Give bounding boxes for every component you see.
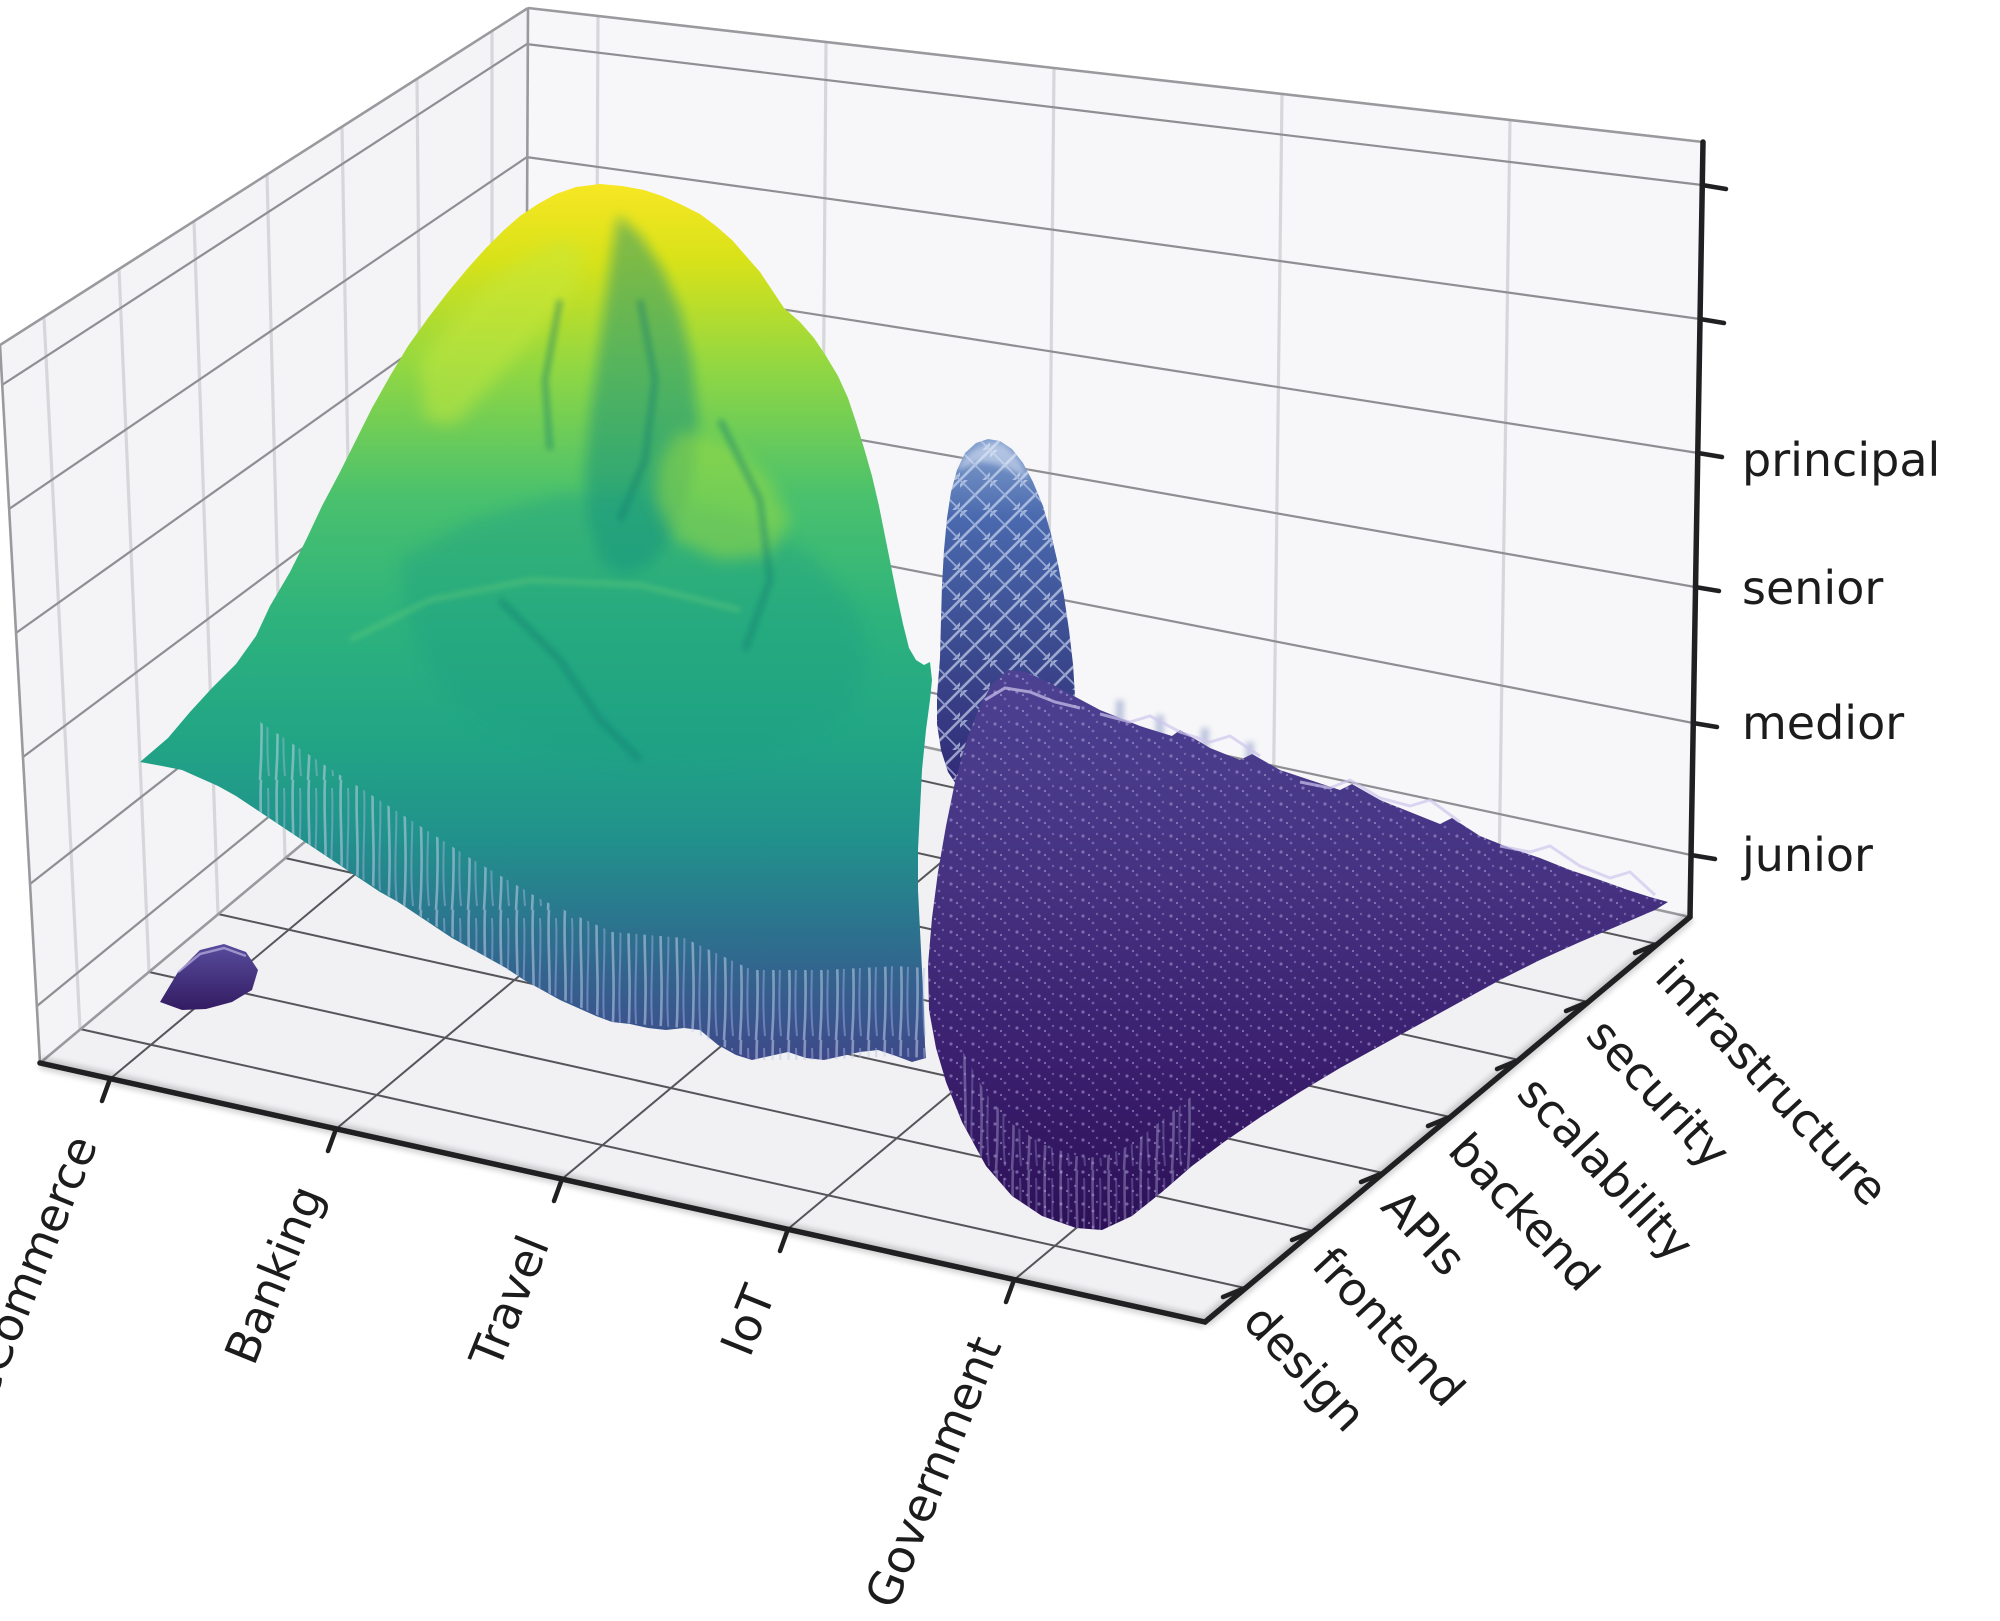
terrace-edge-highlight — [349, 577, 741, 642]
hump-top-highlight — [957, 443, 1028, 480]
ridge-shadow-mid-terrace — [400, 495, 870, 770]
sliver-crest-line — [177, 946, 247, 973]
z-axis-spine — [1687, 139, 1706, 920]
band-mesh-texture — [928, 670, 1668, 1230]
front-fringe-texture — [254, 718, 926, 1060]
surface-left-sliver — [160, 944, 258, 1010]
pane-left-wall — [0, 8, 528, 1063]
axis-spines — [37, 139, 1729, 1328]
crevice-lines — [497, 299, 774, 763]
highlight-upper-slope — [420, 240, 585, 425]
tick-marks — [99, 182, 1729, 1305]
highlight-second-terrace — [655, 430, 790, 560]
band-front-fringe — [962, 1050, 1192, 1230]
band-crest-lines — [984, 686, 1657, 897]
x-axis-spine — [37, 1060, 1208, 1325]
surface — [140, 184, 1668, 1230]
